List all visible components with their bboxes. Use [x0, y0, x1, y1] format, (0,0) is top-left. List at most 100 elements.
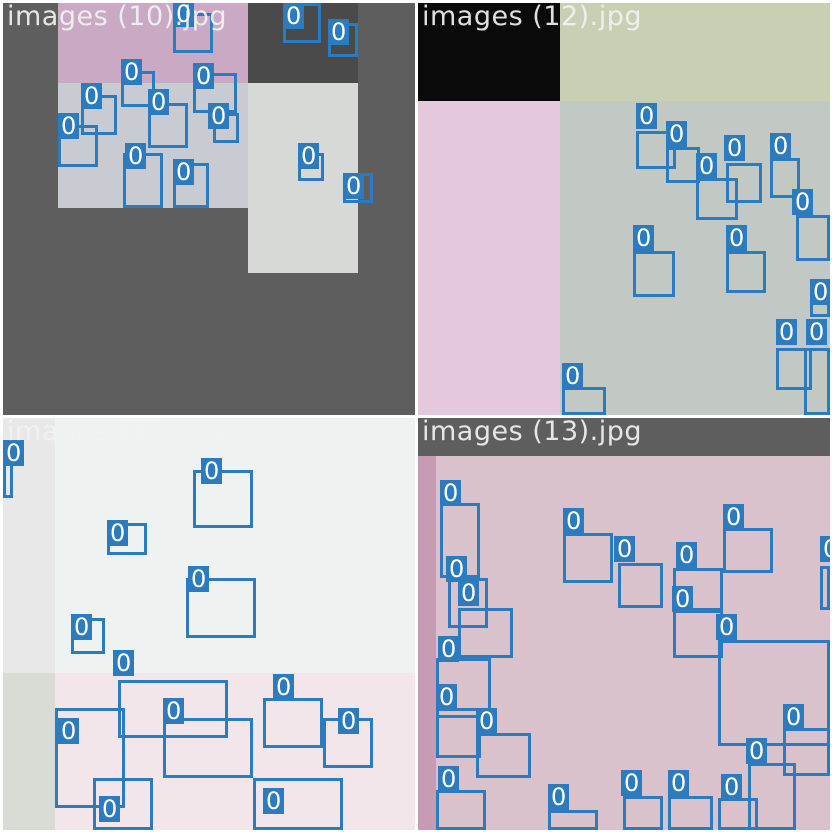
tile-title: images (13).jpg	[422, 418, 643, 447]
detection-box	[436, 708, 481, 758]
tile-title: images (11).jpg	[7, 418, 228, 447]
detection-label: 0	[563, 508, 585, 534]
detection-label: 0	[746, 738, 768, 764]
detection-box	[666, 147, 700, 183]
detection-box	[476, 733, 531, 778]
detection-box	[618, 563, 663, 608]
detection-label: 0	[113, 650, 135, 676]
detection-box	[118, 680, 228, 738]
detection-label: 0	[436, 684, 458, 710]
detection-label: 0	[99, 796, 121, 822]
detection-label: 0	[458, 580, 480, 606]
detection-label: 0	[338, 708, 360, 734]
detection-label: 0	[633, 225, 655, 251]
detection-box	[776, 348, 812, 390]
detection-label: 0	[783, 704, 805, 730]
detection-box	[253, 778, 343, 830]
detection-label: 0	[125, 143, 147, 169]
mosaic-tile-top-right: images (12).jpg 0 0 0 0 0 0 0 0 0 0 0 0	[418, 3, 830, 415]
detection-box	[263, 698, 323, 748]
detection-box	[748, 763, 796, 830]
detection-label: 0	[3, 440, 25, 466]
detection-label: 0	[58, 718, 80, 744]
detection-box	[562, 387, 606, 415]
detection-box	[436, 790, 486, 830]
detection-label: 0	[614, 536, 636, 562]
detection-box	[696, 178, 738, 220]
detection-box	[726, 251, 766, 293]
detection-label: 0	[71, 614, 93, 640]
detection-label: 0	[776, 319, 798, 345]
detection-box	[668, 796, 713, 830]
detection-label: 0	[148, 89, 170, 115]
detection-label: 0	[810, 279, 830, 305]
detection-label: 0	[668, 770, 690, 796]
detection-label: 0	[273, 674, 295, 700]
detection-label: 0	[806, 319, 828, 345]
detection-label: 0	[121, 59, 143, 85]
detection-label: 0	[328, 19, 350, 45]
detection-label: 0	[792, 189, 814, 215]
detection-label: 0	[770, 133, 792, 159]
detection-label: 0	[438, 636, 460, 662]
detection-label: 0	[696, 153, 718, 179]
detection-label: 0	[173, 159, 195, 185]
detection-box	[783, 728, 830, 776]
detection-box	[633, 251, 675, 297]
detection-label: 0	[672, 586, 694, 612]
tile-image-strip	[418, 456, 436, 830]
detection-label: 0	[636, 103, 658, 129]
detection-label: 0	[548, 784, 570, 810]
tile-image-yellow-cells	[3, 673, 55, 830]
detection-label: 0	[208, 103, 230, 129]
tile-image-blood-cells	[436, 456, 830, 830]
tile-image-black-corner	[418, 3, 560, 101]
detection-label: 0	[621, 770, 643, 796]
detection-label: 0	[721, 774, 743, 800]
mosaic-tile-bottom-left: images (11).jpg 0 0 0 0 0 0 0 0 0 0 0 0	[3, 418, 415, 830]
detection-label: 0	[201, 458, 223, 484]
detection-label: 0	[676, 542, 698, 568]
tile-image-pink-cells	[418, 101, 560, 415]
detection-box	[723, 528, 773, 573]
detection-label: 0	[476, 708, 498, 734]
detection-label: 0	[263, 788, 285, 814]
tile-title: images (12).jpg	[422, 3, 643, 32]
detection-label: 0	[298, 143, 320, 169]
detection-label: 0	[562, 363, 584, 389]
detection-box	[726, 163, 762, 203]
detection-box	[548, 810, 598, 830]
detection-label: 0	[726, 225, 748, 251]
detection-label: 0	[81, 83, 103, 109]
detection-box	[458, 608, 513, 658]
detection-label: 0	[188, 566, 210, 592]
detection-box	[448, 578, 488, 628]
detection-label: 0	[283, 3, 305, 29]
detection-label: 0	[343, 173, 365, 199]
detection-label: 0	[438, 766, 460, 792]
detection-box	[93, 778, 153, 830]
detection-box	[804, 348, 830, 415]
detection-label: 0	[723, 504, 745, 530]
detection-label: 0	[107, 520, 129, 546]
detection-label: 0	[163, 698, 185, 724]
detection-box	[186, 578, 256, 638]
detection-box	[563, 533, 613, 583]
detection-box	[55, 708, 125, 808]
detection-label: 0	[193, 63, 215, 89]
detection-label: 0	[820, 536, 830, 562]
detection-label: 0	[173, 3, 195, 27]
detection-box	[770, 158, 800, 198]
detection-label: 0	[58, 113, 80, 139]
detection-box	[623, 796, 663, 830]
detection-label: 0	[716, 614, 738, 640]
detection-label: 0	[446, 556, 468, 582]
detection-box	[718, 640, 830, 746]
mosaic-tile-top-left: images (10).jpg 0 0 0 0 0 0 0 0 0 0 0 0 …	[3, 3, 415, 415]
detection-box	[796, 215, 830, 261]
detection-label: 0	[724, 135, 746, 161]
mosaic-tile-bottom-right: images (13).jpg 0 0 0 0 0 0 0 0 0 0 0 0 …	[418, 418, 830, 830]
detection-label: 0	[666, 121, 688, 147]
detection-box	[718, 798, 758, 830]
detection-box	[636, 131, 676, 169]
